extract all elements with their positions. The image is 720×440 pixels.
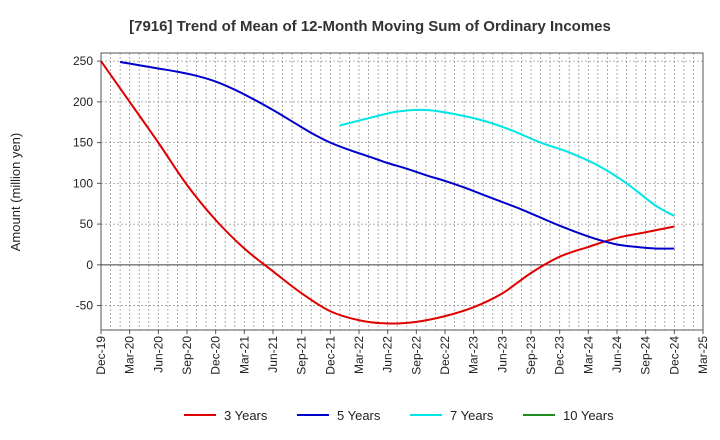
- plot-frame: [100, 52, 704, 331]
- x-tick-label: Dec-19: [94, 336, 108, 375]
- legend-label-5-years: 5 Years: [337, 408, 381, 423]
- x-tick-label: Jun-22: [381, 336, 395, 373]
- y-tick-label: 200: [73, 95, 93, 109]
- x-tick-label: Sep-21: [295, 336, 309, 375]
- x-tick-label: Dec-24: [667, 336, 681, 375]
- x-tick-label: Mar-24: [581, 336, 595, 374]
- x-tick-label: Mar-23: [467, 336, 481, 374]
- x-tick-label: Sep-23: [524, 336, 538, 375]
- legend-label-7-years: 7 Years: [450, 408, 494, 423]
- x-tick-label: Jun-24: [610, 336, 624, 373]
- legend: 3 Years 5 Years 7 Years 10 Years: [184, 408, 614, 423]
- y-tick-label: -50: [76, 299, 94, 313]
- y-tick-label: 150: [73, 136, 93, 150]
- x-tick-label: Jun-21: [266, 336, 280, 373]
- x-tick-label: Dec-20: [209, 336, 223, 375]
- x-tick-label: Mar-21: [237, 336, 251, 374]
- x-tick-label: Jun-23: [495, 336, 509, 373]
- x-tick-label: Sep-22: [409, 336, 423, 375]
- x-tick-label: Dec-23: [553, 336, 567, 375]
- x-axis-ticks: Dec-19 Mar-20 Jun-20 Sep-20 Dec-20 Mar-21 Jun-…: [94, 330, 710, 375]
- x-tick-label: Mar-25: [696, 336, 710, 374]
- series-line-3-years: [100, 60, 675, 325]
- series-line-5-years: [119, 60, 675, 250]
- legend-label-3-years: 3 Years: [224, 408, 268, 423]
- x-tick-label: Mar-20: [123, 336, 137, 374]
- x-tick-label: Mar-22: [352, 336, 366, 374]
- y-axis-ticks: 250 200 150 100 50 0 -50: [73, 54, 101, 313]
- y-tick-label: 0: [86, 258, 93, 272]
- x-tick-label: Sep-20: [180, 336, 194, 375]
- x-tick-label: Dec-22: [438, 336, 452, 375]
- series-line-7-years: [339, 108, 675, 217]
- y-tick-label: 100: [73, 176, 93, 190]
- x-tick-label: Sep-24: [639, 336, 653, 375]
- y-tick-label: 50: [80, 217, 94, 231]
- y-axis-label: Amount (million yen): [8, 133, 23, 252]
- x-tick-label: Jun-20: [151, 336, 165, 373]
- series-lines: [100, 60, 675, 325]
- chart-title: [7916] Trend of Mean of 12-Month Moving …: [129, 18, 611, 35]
- legend-label-10-years: 10 Years: [563, 408, 614, 423]
- x-tick-label: Dec-21: [323, 336, 337, 375]
- y-tick-label: 250: [73, 54, 93, 68]
